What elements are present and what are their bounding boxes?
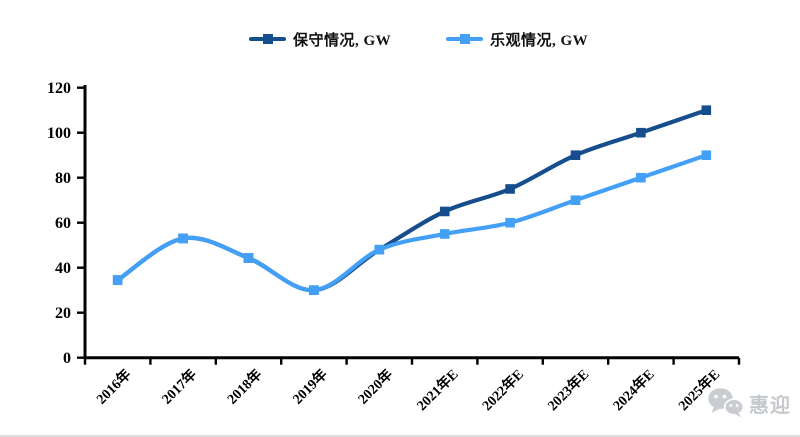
data-point-marker-s1-9 — [701, 150, 712, 160]
wechat-icon — [708, 388, 744, 418]
legend-line-swatch — [446, 34, 483, 44]
y-axis-tick-label: 100 — [47, 125, 71, 142]
legend-label-conservative: 保守情况, GW — [293, 32, 392, 49]
data-point-marker-s1-7 — [570, 195, 581, 205]
x-axis-tick-label: 2020年 — [354, 366, 396, 408]
watermark: 惠迎 — [707, 386, 791, 420]
data-point-marker-s0-5 — [439, 206, 450, 217]
series-line-1 — [115, 153, 709, 293]
legend-square-marker — [262, 34, 273, 44]
y-axis-tick-label: 0 — [63, 350, 71, 367]
x-axis-tick-label: 2022年E — [479, 366, 527, 414]
data-point-marker-s1-0 — [112, 275, 123, 285]
data-point-marker-s1-3 — [309, 285, 319, 295]
legend-item-conservative: 保守情况, GW — [249, 31, 392, 49]
x-axis-tick-label: 2018年 — [224, 366, 266, 408]
chart-legend: 保守情况, GW 乐观情况, GW — [0, 0, 800, 60]
data-point-marker-s0-9 — [701, 105, 712, 115]
legend-item-optimistic: 乐观情况, GW — [446, 31, 589, 49]
x-axis-tick-label: 2024年E — [609, 366, 657, 414]
y-axis-tick-label: 120 — [47, 80, 71, 97]
series-line-0 — [115, 108, 709, 293]
y-axis-tick-label: 60 — [55, 215, 71, 232]
y-axis-tick-label: 20 — [55, 305, 71, 322]
data-point-marker-s1-4 — [374, 244, 385, 255]
y-axis-tick-label: 80 — [55, 170, 71, 187]
y-axis-tick-label: 40 — [55, 260, 71, 277]
data-point-marker-s1-1 — [178, 233, 188, 244]
x-axis-tick-label: 2023年E — [544, 366, 592, 414]
legend-line-swatch — [249, 34, 286, 44]
data-point-marker-s0-7 — [570, 150, 581, 160]
data-point-marker-s0-8 — [636, 127, 646, 138]
data-point-marker-s0-6 — [505, 184, 515, 194]
legend-label-optimistic: 乐观情况, GW — [490, 32, 589, 49]
data-point-marker-s1-5 — [439, 229, 450, 239]
data-point-marker-s1-8 — [636, 172, 646, 183]
x-axis-tick-label: 2017年 — [158, 366, 200, 408]
bottom-divider — [0, 435, 800, 437]
data-point-marker-s1-6 — [505, 217, 515, 228]
x-axis-tick-label: 2019年 — [289, 366, 331, 408]
watermark-text: 惠迎 — [749, 394, 791, 417]
x-axis-tick-label: 2016年 — [93, 366, 135, 408]
x-axis-tick-label: 2021年E — [413, 366, 461, 414]
legend-square-marker — [459, 34, 470, 44]
data-point-marker-s1-2 — [243, 253, 254, 263]
